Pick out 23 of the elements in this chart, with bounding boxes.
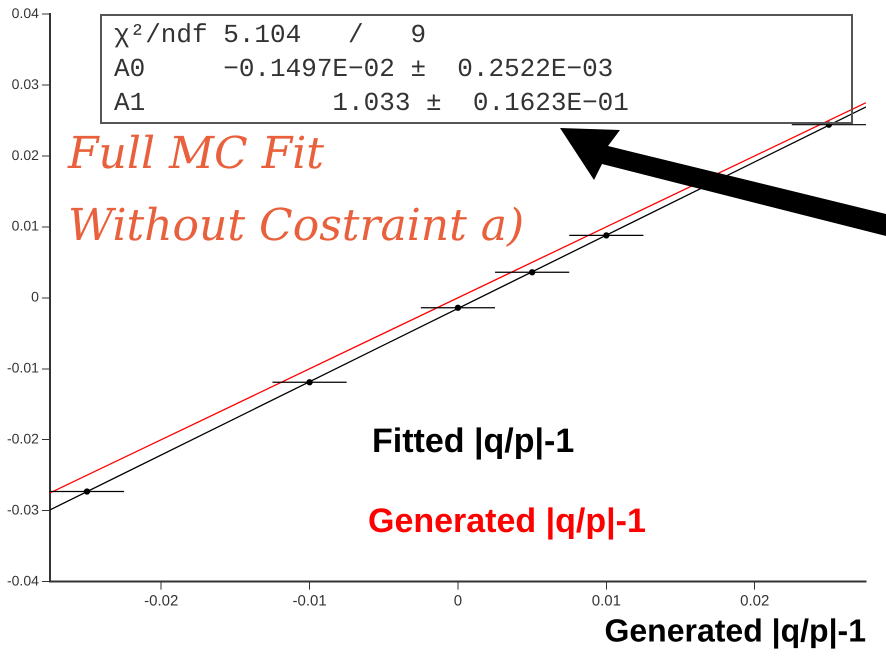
y-tick-label: 0.01 <box>12 218 40 234</box>
y-tick-label: -0.02 <box>6 430 40 447</box>
annotation: χ²/ndf 5.104 / 9 <box>114 19 428 52</box>
y-tick-label: -0.03 <box>6 502 40 518</box>
text: Generated |q/p|-1 <box>368 502 646 541</box>
y-tick-label: 0 <box>31 288 40 305</box>
y-tick-label: 0.04 <box>12 4 40 21</box>
x-tick-label: 0 <box>454 592 462 610</box>
annotation: A1 1.033 ± 0.1623E−01 <box>114 87 630 120</box>
y-tick-label: -0.01 <box>6 360 40 376</box>
x-tick-label: -0.01 <box>292 592 327 610</box>
x-tick-label: -0.02 <box>144 592 178 610</box>
x-axis-title: Generated |q/p|-1 <box>604 612 866 650</box>
x-tick-label: 0.01 <box>592 592 621 610</box>
y-tick-label: 0.02 <box>12 146 40 163</box>
annotation: Without Costraint a) <box>68 200 524 251</box>
stats-box: χ²/ndf 5.104 / 9 A0 −0.1497E−02 ± 0.2522E−03 A1 1.033 ± 0.1623E−01 <box>100 14 853 124</box>
annotation: Full MC Fit <box>68 128 324 179</box>
x-tick-label: 0.02 <box>740 592 770 610</box>
series-label: Fitted |q/p|-1 <box>372 422 574 461</box>
y-tick-label: 0.03 <box>12 76 40 92</box>
y-tick-label: -0.04 <box>6 572 40 588</box>
annotation: A0 −0.1497E−02 ± 0.2522E−03 <box>114 53 614 86</box>
